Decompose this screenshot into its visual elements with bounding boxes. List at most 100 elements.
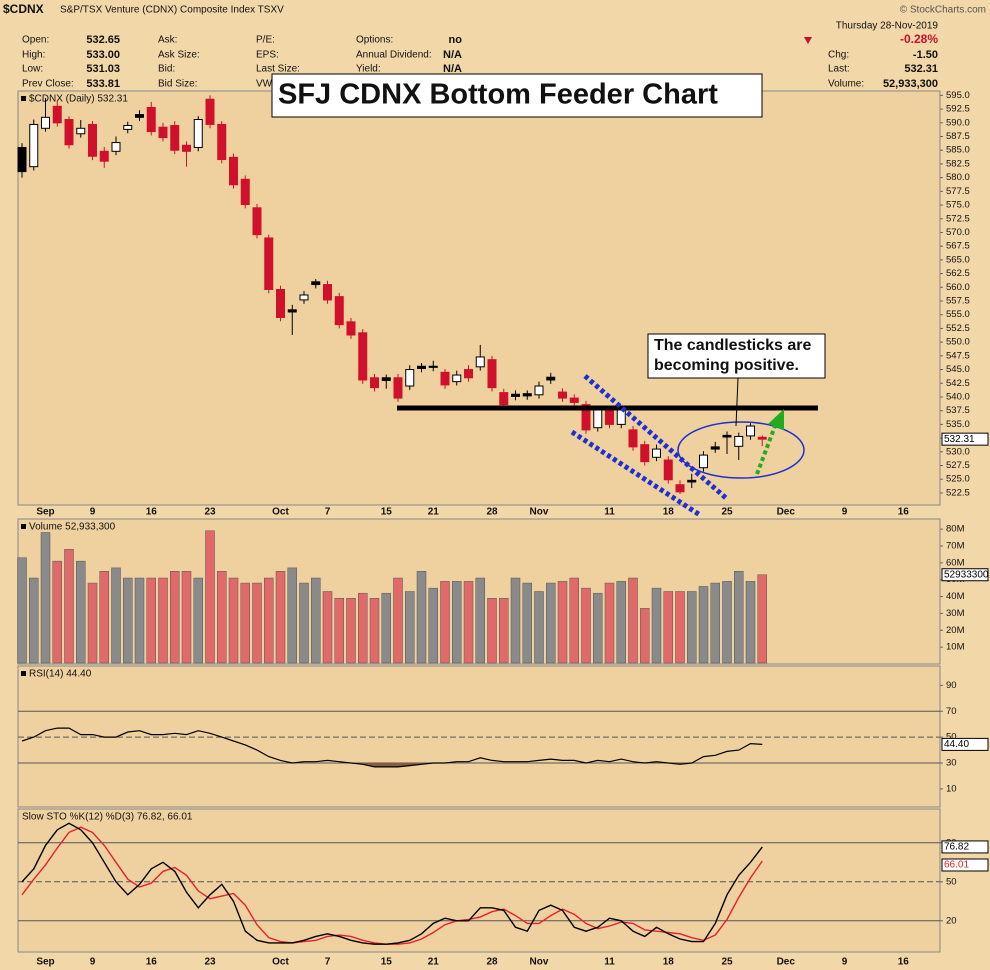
volume-bar: [123, 577, 133, 664]
field-label: Last:: [828, 64, 850, 75]
volume-bar: [663, 591, 673, 664]
field-label: Options:: [356, 35, 393, 46]
candle-body: [123, 125, 133, 130]
y-tick-label: 547.5: [946, 350, 970, 361]
field-value: no: [449, 34, 463, 46]
last-volume-tag: 52933300: [944, 569, 989, 580]
volume-bar: [745, 581, 756, 664]
y-tick-label: 567.5: [946, 241, 970, 252]
candle-body: [41, 116, 50, 129]
candle-body: [276, 289, 285, 318]
candle-body: [287, 309, 297, 313]
volume-bar: [111, 567, 121, 664]
candle-body: [381, 377, 391, 382]
volume-bar: [381, 592, 391, 664]
x-tick-label: 21: [428, 957, 440, 968]
y-tick-label: 30M: [946, 608, 965, 619]
field-label: Low:: [22, 64, 43, 75]
candle-body: [17, 146, 27, 173]
volume-bar: [687, 591, 697, 664]
candle-body: [240, 178, 250, 206]
field-label: Bid Size:: [158, 79, 197, 90]
candle-body: [522, 393, 532, 397]
x-tick-label: 23: [204, 957, 216, 968]
volume-bar: [546, 582, 556, 664]
volume-bar: [64, 549, 74, 664]
y-tick-label: 555.0: [946, 309, 970, 320]
x-tick-label: Dec: [777, 957, 796, 968]
candle-body: [628, 429, 638, 448]
y-tick-label: 565.0: [946, 254, 970, 265]
field-label: Last Size:: [256, 64, 300, 75]
candle-body: [64, 119, 74, 146]
candle-body: [710, 446, 720, 450]
candle-body: [734, 435, 744, 447]
x-tick-label: 18: [663, 957, 675, 968]
volume-bar: [452, 581, 462, 664]
candle-body: [452, 374, 462, 383]
y-tick-label: 70: [946, 706, 957, 717]
price-panel: [17, 90, 941, 506]
field-value: N/A: [443, 63, 462, 75]
volume-bar: [510, 577, 521, 664]
candle-body: [217, 123, 227, 161]
candle-body: [252, 207, 262, 236]
y-tick-label: 10: [946, 783, 957, 794]
volume-bar: [428, 587, 438, 664]
y-tick-label: 50: [946, 732, 957, 743]
volume-bar: [651, 587, 662, 664]
field-label: Volume:: [828, 79, 864, 90]
volume-bar: [440, 581, 450, 664]
volume-bar: [217, 571, 227, 664]
last-rsi-tag: 44.40: [944, 739, 969, 750]
volume-bar: [534, 591, 544, 664]
candle-body: [264, 237, 274, 291]
candle-body: [76, 127, 86, 135]
last-sto-tag: 76.82: [944, 842, 969, 853]
rsi-panel: [17, 665, 941, 808]
candle-body: [393, 377, 403, 399]
volume-bar: [87, 582, 98, 664]
field-value: 532.65: [86, 34, 120, 46]
field-value: -1.50: [913, 49, 938, 61]
volume-bar: [581, 587, 591, 664]
y-tick-label: 10M: [946, 642, 965, 653]
field-label: EPS:: [256, 50, 279, 61]
channel-lower: [570, 429, 702, 518]
volume-bar: [722, 581, 732, 664]
x-tick-label: 7: [325, 507, 331, 518]
volume-bar: [734, 571, 744, 664]
candle-body: [546, 376, 556, 381]
volume-bar: [252, 582, 262, 664]
sto-panel: [17, 808, 941, 953]
candle-body: [99, 150, 109, 162]
y-tick-label: 70M: [946, 540, 965, 551]
x-tick-label: 16: [146, 507, 158, 518]
y-tick-label: 40M: [946, 591, 965, 602]
candle-body: [675, 484, 685, 493]
highlight-ellipse: [677, 421, 805, 479]
volume-bar: [369, 597, 380, 664]
candle-body: [111, 142, 121, 152]
candle-body: [663, 459, 673, 481]
quote-date: Thursday 28-Nov-2019: [836, 21, 939, 32]
x-tick-label: 16: [898, 957, 910, 968]
candle-body: [323, 284, 332, 301]
field-value: 52,933,300: [883, 78, 938, 90]
copyright: © StockCharts.com: [900, 5, 986, 16]
candle-body: [334, 296, 344, 326]
field-label: Ask:: [158, 35, 177, 46]
x-tick-label: 28: [486, 957, 498, 968]
y-tick-label: 530.0: [946, 446, 970, 457]
volume-bar: [76, 560, 86, 664]
volume-bar: [181, 571, 192, 664]
annotations: SFJ CDNX Bottom Feeder Chart The candles…: [271, 73, 826, 518]
x-tick-label: 9: [90, 507, 96, 518]
symbol-name: S&P/TSX Venture (CDNX) Composite Index T…: [60, 5, 284, 16]
candle-body: [534, 385, 544, 396]
volume-bar: [264, 577, 274, 664]
volume-bar: [240, 582, 250, 664]
candle-body: [746, 425, 755, 437]
y-tick-label: 90: [946, 680, 957, 691]
